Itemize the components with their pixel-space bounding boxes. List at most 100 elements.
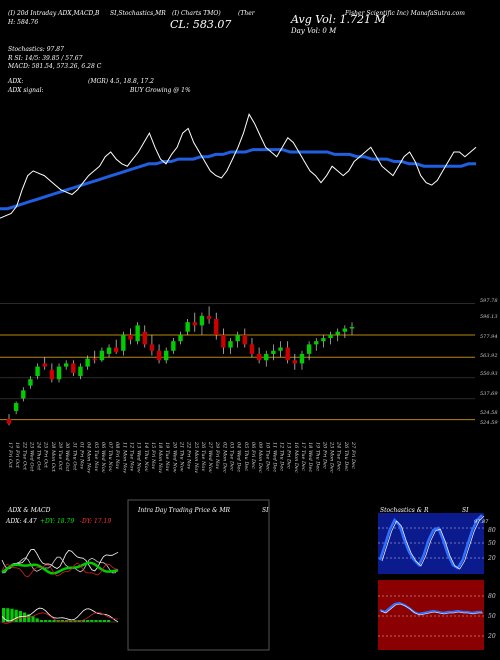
stoch-rsi-title: Stochastics & R [380,507,429,514]
date-tick-label: 13 Fri Dec [286,442,292,469]
candle-body [242,334,248,345]
adx-line [1,548,119,572]
date-tick-label: 05 Tue Nov [93,442,99,471]
candle-body [192,322,197,326]
macd-hist-bar [90,620,94,622]
macd-hist-bar [86,620,90,622]
candle-body [171,341,176,351]
intraday-title-b: SI [262,507,269,514]
macd-hist-bar [69,620,73,622]
close-label: CL: 583.07 [170,18,232,31]
adx-macd-title: ADX & MACD [8,507,51,514]
macd-hist-bar [14,609,18,622]
date-tick-label: 05 Thu Dec [243,442,249,471]
date-tick-label: 18 Mon Nov [157,442,163,473]
macd-hist-bar [35,618,39,622]
candle-body [42,363,47,367]
date-tick-label: 10 Tue Dec [264,442,270,471]
rsi-tick-80: 80 [488,593,496,600]
candle-body [63,363,69,367]
candle-body [21,390,26,399]
plus-di-line [1,556,119,574]
adx-value-label: ADX: 4.47 [6,518,37,525]
macd-hist-bar [27,614,31,622]
date-tick-label: 20 Fri Dec [321,441,327,469]
date-tick-label: 27 Wed Nov [207,441,213,473]
ma-line [0,148,476,211]
candle-body [249,344,255,354]
date-tick-label: 28 Mon Oct [50,441,56,473]
macd-hist-bar [44,620,48,622]
candle-body [349,326,355,329]
stoch-rsi-title-b: SI [462,507,469,514]
date-tick-label: 30 Wed Oct [64,442,70,472]
intraday-title: Intra Day Trading Price & MR [138,507,231,514]
date-tick-label: 21 Thu Nov [179,441,185,472]
date-tick-label: 29 Tue Oct [57,441,63,471]
candle-body [256,353,262,361]
price-level-label: 537.69 [480,391,498,397]
date-tick-label: 25 Mon Nov [193,441,199,473]
stoch-d-line [381,515,485,570]
date-tick-label: 06 Wed Nov [100,442,106,473]
adx-mgr-label: (MGR) 4.5, 18.8, 17.2 [88,78,154,85]
header-title-2: SI,Stochastics,MR [110,10,166,17]
macd-signal-line [1,612,119,624]
date-tick-label: 01 Fri Nov [78,442,84,469]
candle-body [128,334,133,340]
candle-body [78,366,83,377]
date-tick-label: 09 Mon Dec [257,442,263,473]
date-tick-label: 14 Thu Nov [143,442,149,472]
date-tick-label: 17 Fri Oct [7,442,13,469]
candle-body [292,360,298,364]
rsi-tick-20: 20 [488,633,496,640]
candle-body [206,315,212,320]
candle-body [271,350,276,354]
candle-body [149,344,155,351]
macd-hist-bar [10,608,14,622]
candle-body [6,418,12,424]
macd-hist-bar [98,620,102,622]
adx-label: ADX: [8,78,24,85]
candle-body [135,325,140,342]
date-tick-label: 19 Fri Oct [14,442,20,469]
minus-di-label: -DY: 17.19 [80,518,112,525]
candle-body [99,350,105,361]
date-tick-label: 04 Mon Nov [86,442,92,473]
date-tick-label: 29 Fri Nov [214,441,220,469]
stoch-k-line [378,514,483,570]
macd-label: MACD: 581.54, 573.26, 6.28 C [8,63,102,70]
plus-di-label: +DY: 18.79 [40,518,75,525]
macd-hist-bar [81,620,85,622]
date-tick-label: 07 Thu Nov [107,442,113,472]
header-title-4: (Ther [238,10,255,17]
date-tick-label: 31 Thu Oct [71,442,77,471]
candle-body [121,334,126,351]
date-tick-label: 12 Tue Nov [128,442,134,471]
stoch-value-label: 97.87 [474,519,489,525]
date-tick-label: 25 Fri Oct [43,441,49,469]
rsi-label: R SI: 14/5: 39.85 / 57.67 [8,55,83,62]
macd-hist-bar [48,620,52,622]
candle-body [56,366,62,380]
candle-body [28,379,33,386]
candle-body [113,347,119,353]
rsi-line [379,601,482,616]
candle-body [328,334,333,339]
candle-body [49,369,55,380]
macd-hist-bar [102,620,106,622]
candle-body [278,347,283,351]
macd-hist-bar [60,620,64,622]
price-level-label: 524.58 [480,410,498,416]
macd-hist-bar [73,620,77,622]
price-level-label: 550.93 [480,371,498,377]
date-tick-label: 06 Fri Dec [250,442,256,469]
macd-hist-bar [31,616,35,622]
candle-body [228,341,233,348]
date-tick-label: 23 Wed Oct [28,441,34,472]
stoch-tick-50: 50 [488,540,496,547]
stoch-tick-20: 20 [488,555,496,562]
candle-body [178,334,183,342]
candle-body [306,344,312,354]
price-level-label: 596.13 [480,314,498,320]
